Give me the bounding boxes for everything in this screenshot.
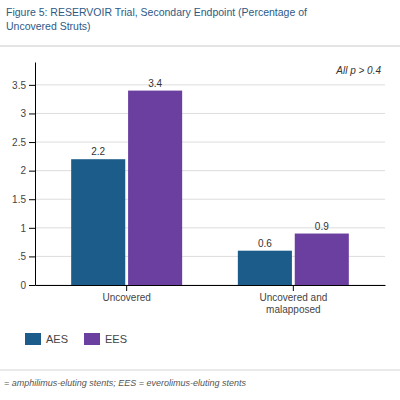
data-label: 0.6	[258, 238, 272, 249]
legend-label: AES	[46, 333, 68, 345]
y-tick: 3	[20, 108, 35, 119]
x-axis: Uncovered Uncovered andmalapposed	[36, 285, 386, 315]
y-tick-label: 1	[20, 223, 26, 234]
plot: 2.20.63.40.90.511.522.533.5UncoveredUnco…	[12, 63, 385, 316]
y-tick-label: 2.5	[12, 137, 26, 148]
bar	[71, 159, 125, 285]
legend-label: EES	[105, 333, 127, 345]
y-tick-mark	[29, 256, 35, 257]
y-tick: .5	[18, 251, 35, 262]
y-tick-label: 1.5	[12, 194, 26, 205]
legend-item: EES	[84, 333, 127, 345]
x-tick: Uncovered andmalapposed	[259, 285, 327, 315]
title-separator	[0, 46, 400, 47]
grid	[35, 85, 385, 285]
grid-line	[35, 84, 385, 85]
x-tick-label: Uncovered	[102, 292, 150, 303]
data-label: 3.4	[148, 78, 162, 89]
y-tick: 1	[20, 223, 35, 234]
x-tick: Uncovered	[102, 285, 150, 303]
y-axis: 0 .5 1 1.5 2 2.5 3 3.5	[12, 63, 35, 291]
footnote: = amphilimus-eluting stents; EES = evero…	[4, 378, 247, 388]
y-tick-mark	[29, 228, 35, 229]
grid-line	[35, 113, 385, 114]
y-tick-label: 3	[20, 108, 26, 119]
chart: Figure 5: RESERVOIR Trial, Secondary End…	[0, 0, 400, 400]
y-tick-mark	[29, 171, 35, 172]
legend-item: AES	[25, 333, 68, 345]
x-axis-line	[36, 285, 386, 286]
bar	[238, 251, 292, 285]
x-tick-mark	[293, 285, 294, 291]
data-label: 0.9	[315, 221, 329, 232]
data-labels: 2.2 0.6 3.4 0.9	[91, 78, 329, 249]
x-tick-label: Uncovered andmalapposed	[259, 292, 327, 315]
y-tick: 0	[20, 280, 35, 291]
y-tick-label: 0	[20, 280, 26, 291]
y-tick: 2	[20, 165, 35, 176]
bar	[128, 91, 182, 285]
y-tick: 3.5	[12, 80, 35, 91]
y-tick-label: 2	[20, 165, 26, 176]
bar	[295, 234, 349, 285]
legend-swatch	[25, 333, 41, 345]
x-tick-mark	[126, 285, 127, 291]
footnote-separator	[0, 370, 400, 371]
legend: AES EES	[25, 333, 127, 345]
annotation: All p > 0.4	[335, 65, 381, 76]
y-axis-line	[35, 63, 36, 286]
data-label: 2.2	[91, 146, 105, 157]
bars	[71, 91, 349, 285]
y-tick-label: .5	[18, 251, 27, 262]
y-tick-mark	[29, 285, 35, 286]
y-tick-mark	[29, 85, 35, 86]
grid-line	[35, 142, 385, 143]
y-tick-mark	[29, 199, 35, 200]
title: Figure 5: RESERVOIR Trial, Secondary End…	[6, 6, 307, 32]
y-tick-label: 3.5	[12, 80, 26, 91]
y-tick: 2.5	[12, 137, 35, 148]
y-tick: 1.5	[12, 194, 35, 205]
y-tick-mark	[29, 142, 35, 143]
legend-swatch	[84, 333, 100, 345]
y-tick-mark	[29, 113, 35, 114]
